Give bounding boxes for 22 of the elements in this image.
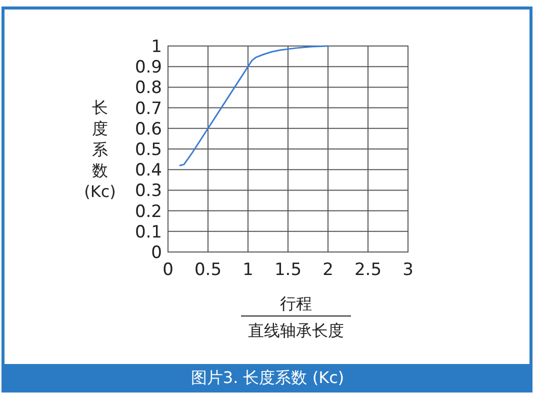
- y-axis-title: 长度系数 (Kc): [84, 98, 116, 201]
- y-tick-label: 0.1: [134, 222, 162, 242]
- y-tick-label: 0.6: [134, 119, 162, 140]
- y-tick-label: 0.3: [134, 181, 162, 202]
- y-tick-label: 0.4: [134, 160, 162, 181]
- y-tick-label: 0.9: [134, 58, 162, 78]
- text: 直线轴承长度: [248, 321, 344, 340]
- x-tick-label: 3: [402, 260, 414, 280]
- x-tick-label: 1.5: [274, 260, 302, 280]
- text: 图片3. 长度系数 (Kc): [190, 368, 344, 387]
- x-tick-label: 1: [242, 260, 254, 280]
- x-tick-label: 2: [322, 260, 334, 280]
- x-tick-label: 2.5: [354, 260, 382, 280]
- y-tick-label: 0: [151, 243, 162, 263]
- y-tick-label: 0.5: [134, 140, 162, 160]
- y-tick-label: 0.8: [134, 78, 162, 98]
- line-series: [179, 45, 329, 166]
- y-tick-label: 0.2: [134, 202, 162, 222]
- x-tick-label: 0.5: [194, 260, 222, 280]
- x-axis-title: 行程: [280, 294, 312, 313]
- y-tick-label: 1: [151, 37, 162, 57]
- y-tick-label: 0.7: [134, 98, 162, 119]
